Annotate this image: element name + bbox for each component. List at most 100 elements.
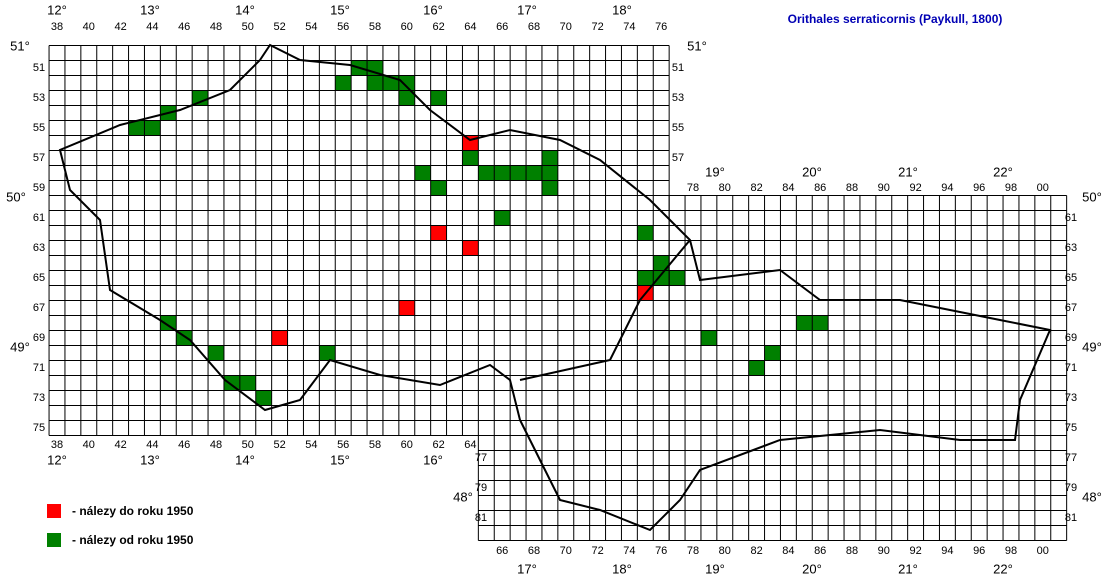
column-label: 46 <box>178 21 190 33</box>
row-label: 81 <box>475 512 487 524</box>
column-label: 58 <box>369 439 381 451</box>
row-label: 61 <box>33 212 45 224</box>
record-cell <box>796 315 813 331</box>
row-label: 81 <box>1065 512 1077 524</box>
column-label: 86 <box>814 545 826 557</box>
column-label: 72 <box>591 21 603 33</box>
column-label: 80 <box>719 545 731 557</box>
row-label: 57 <box>672 152 684 164</box>
column-label: 60 <box>401 439 413 451</box>
column-label: 80 <box>719 182 731 194</box>
legend-swatch <box>47 533 61 547</box>
legend-swatch <box>47 504 61 518</box>
map-title: Orithales serraticornis (Paykull, 1800) <box>788 12 1003 26</box>
degree-label: 13° <box>140 452 160 467</box>
row-label: 55 <box>33 122 45 134</box>
column-label: 62 <box>432 21 444 33</box>
row-label: 57 <box>33 152 45 164</box>
record-cell <box>414 165 431 181</box>
row-label: 75 <box>33 422 45 434</box>
record-cell <box>510 165 527 181</box>
column-label: 84 <box>782 545 794 557</box>
row-label: 53 <box>33 92 45 104</box>
column-label: 42 <box>114 439 126 451</box>
degree-label: 13° <box>140 2 160 17</box>
row-label: 71 <box>33 362 45 374</box>
degree-label: 22° <box>993 164 1013 179</box>
row-label: 79 <box>475 482 487 494</box>
degree-label: 12° <box>47 2 67 17</box>
row-label: 67 <box>33 302 45 314</box>
degree-label: 16° <box>423 452 443 467</box>
record-cell <box>462 150 479 166</box>
degree-label: 51° <box>687 38 707 53</box>
row-label: 79 <box>1065 482 1077 494</box>
column-label: 74 <box>623 545 635 557</box>
record-cell <box>494 165 511 181</box>
record-cell <box>430 90 447 106</box>
column-label: 64 <box>464 439 476 451</box>
degree-label: 48° <box>453 489 473 504</box>
column-label: 86 <box>814 182 826 194</box>
column-label: 50 <box>242 21 254 33</box>
degree-label: 18° <box>612 2 632 17</box>
column-label: 38 <box>51 21 63 33</box>
column-label: 72 <box>591 545 603 557</box>
degree-label: 50° <box>1082 189 1102 204</box>
row-label: 75 <box>1065 422 1077 434</box>
record-cell <box>398 90 415 106</box>
record-cell <box>192 90 209 106</box>
row-label: 73 <box>33 392 45 404</box>
record-cell <box>812 315 829 331</box>
record-cell <box>319 345 336 361</box>
degree-label: 21° <box>898 561 918 576</box>
column-label: 92 <box>909 545 921 557</box>
record-cell <box>430 225 447 241</box>
row-label: 63 <box>33 242 45 254</box>
column-label: 48 <box>210 21 222 33</box>
record-cell <box>541 150 558 166</box>
degree-label: 16° <box>423 2 443 17</box>
degree-label: 49° <box>10 339 30 354</box>
record-cell <box>637 225 654 241</box>
row-label: 65 <box>1065 272 1077 284</box>
row-label: 53 <box>672 92 684 104</box>
column-label: 62 <box>432 439 444 451</box>
row-label: 71 <box>1065 362 1077 374</box>
record-cell <box>271 330 288 346</box>
record-cell <box>398 75 415 91</box>
column-label: 58 <box>369 21 381 33</box>
column-label: 78 <box>687 545 699 557</box>
row-label: 65 <box>33 272 45 284</box>
record-cell <box>255 390 272 406</box>
row-label: 51 <box>672 62 684 74</box>
record-cell <box>335 75 352 91</box>
column-label: 98 <box>1005 182 1017 194</box>
row-label: 55 <box>672 122 684 134</box>
column-label: 44 <box>146 439 158 451</box>
row-label: 51 <box>33 62 45 74</box>
record-cell <box>541 180 558 196</box>
degree-label: 12° <box>47 452 67 467</box>
record-cell <box>367 75 383 91</box>
degree-label: 22° <box>993 561 1013 576</box>
column-label: 94 <box>941 182 953 194</box>
degree-label: 50° <box>6 189 26 204</box>
column-label: 40 <box>83 439 95 451</box>
column-label: 44 <box>146 21 158 33</box>
degree-label: 15° <box>330 452 350 467</box>
record-cell <box>700 330 717 346</box>
row-label: 69 <box>33 332 45 344</box>
degree-label: 14° <box>235 2 255 17</box>
degree-label: 48° <box>1082 489 1102 504</box>
column-label: 76 <box>655 21 667 33</box>
column-label: 66 <box>496 545 508 557</box>
degree-label: 20° <box>802 164 822 179</box>
degree-label: 21° <box>898 164 918 179</box>
row-label: 67 <box>1065 302 1077 314</box>
column-label: 54 <box>305 21 317 33</box>
record-cell <box>541 165 558 181</box>
record-cell <box>430 180 447 196</box>
degree-label: 17° <box>517 2 537 17</box>
